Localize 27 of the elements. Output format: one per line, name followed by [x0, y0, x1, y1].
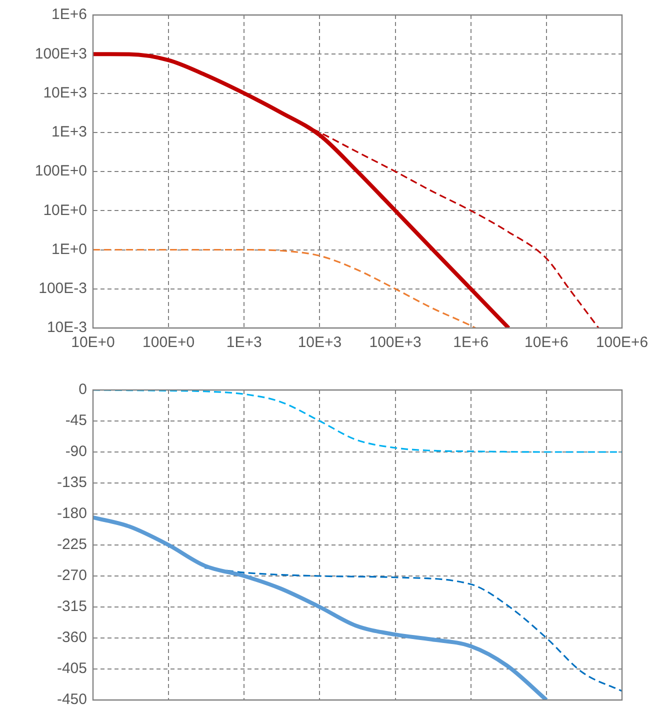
y-tick-label: 1E+6: [52, 6, 87, 24]
y-tick-label: -450: [56, 691, 87, 708]
y-tick-label: -180: [56, 505, 87, 522]
y-tick-label: -45: [65, 412, 87, 430]
y-tick-label: -225: [56, 536, 87, 554]
y-tick-label: 10E+0: [43, 202, 87, 219]
y-tick-label: 100E+0: [34, 162, 87, 180]
x-tick-label: 1E+3: [226, 334, 262, 352]
y-tick-label: -405: [56, 660, 87, 678]
x-tick-label: 10E+3: [298, 334, 342, 352]
y-tick-label: 1E+0: [52, 240, 87, 258]
x-tick-label: 100E+0: [142, 334, 195, 352]
y-tick-label: 0: [78, 381, 87, 398]
y-tick-label: -135: [56, 474, 87, 492]
y-tick-label: 10E-3: [46, 319, 87, 336]
y-tick-label: -90: [65, 443, 87, 460]
y-tick-label: 100E-3: [38, 280, 87, 298]
y-tick-label: -360: [56, 629, 87, 646]
x-tick-label: 10E+6: [524, 334, 568, 352]
y-tick-label: 10E+3: [43, 84, 87, 102]
x-tick-label: 100E+3: [369, 334, 422, 352]
y-tick-label: 1E+3: [52, 124, 87, 141]
y-tick-label: -315: [56, 598, 87, 616]
y-tick-label: 100E+3: [34, 45, 87, 62]
x-tick-label: 100E+6: [596, 334, 648, 352]
x-tick-label: 1E+6: [453, 334, 489, 352]
y-tick-label: -270: [56, 567, 87, 584]
